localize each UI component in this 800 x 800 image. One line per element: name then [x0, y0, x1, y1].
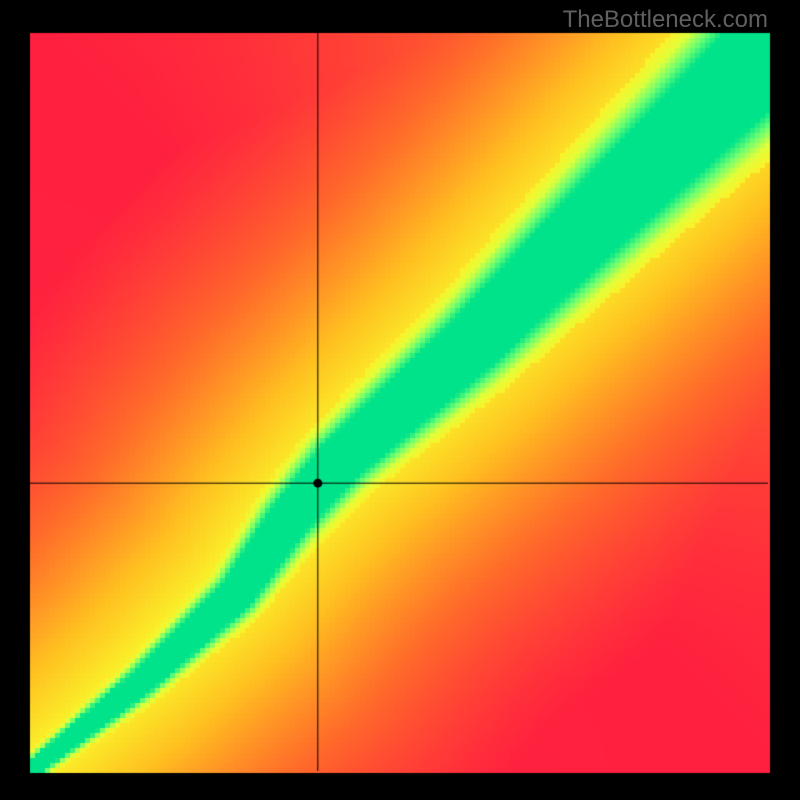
watermark-text: TheBottleneck.com [563, 6, 768, 34]
chart-container: TheBottleneck.com [0, 0, 800, 800]
heatmap-canvas [0, 0, 800, 800]
